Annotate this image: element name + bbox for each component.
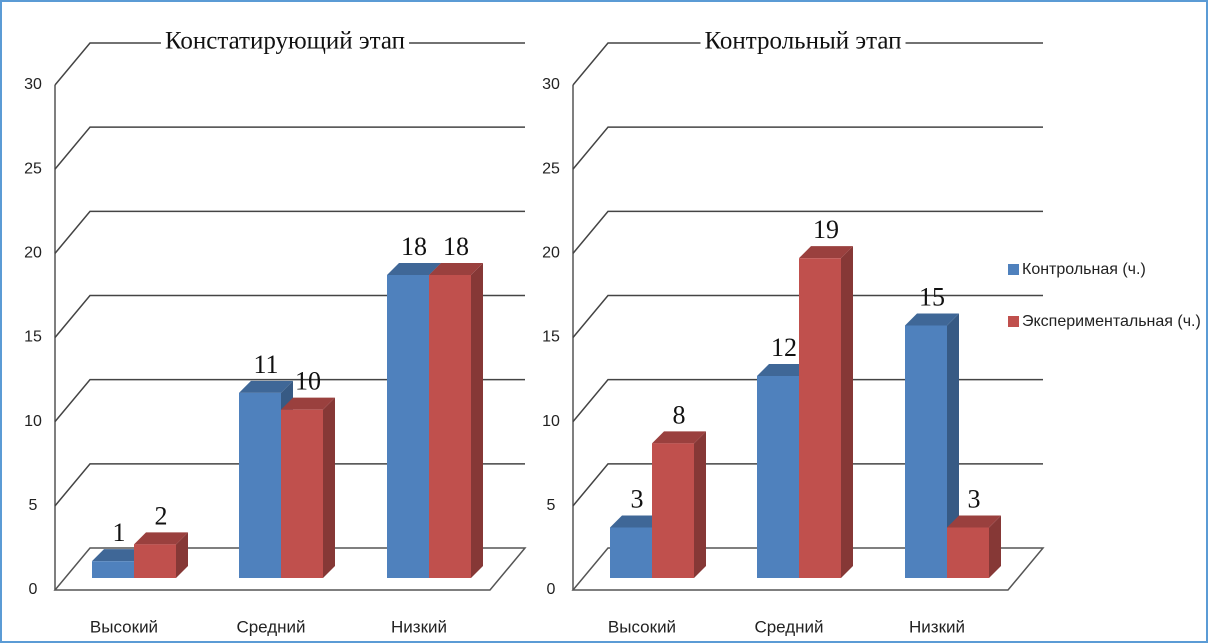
legend-label: Контрольная (ч.)	[1022, 261, 1146, 278]
bar	[652, 443, 694, 578]
bar-top	[947, 515, 1001, 528]
x-tick-label: Низкий	[391, 617, 447, 636]
data-label: 12	[771, 333, 797, 362]
title-bg	[160, 27, 410, 55]
bar-top	[429, 263, 483, 275]
y-tick-label: 0	[29, 581, 38, 598]
legend-swatch	[1008, 316, 1019, 327]
y-tick-label: 15	[24, 329, 42, 346]
bar-top	[757, 364, 811, 376]
y-tick-label: 10	[24, 413, 42, 430]
bar-top	[610, 515, 664, 528]
bar	[239, 392, 281, 578]
data-label: 1	[113, 518, 126, 547]
chart-title: Контрольный этап	[705, 28, 902, 55]
y-tick-label: 15	[542, 329, 560, 346]
bar-side	[323, 397, 335, 578]
x-tick-label: Средний	[754, 617, 823, 636]
bar-side	[989, 515, 1001, 578]
y-tick-label: 30	[24, 76, 42, 93]
floor	[571, 547, 1045, 591]
y-tick-label: 25	[542, 160, 560, 177]
title-bg	[700, 27, 906, 55]
bar-top	[652, 431, 706, 444]
y-tick-label: 30	[542, 76, 560, 93]
bar	[134, 544, 176, 578]
bar-side	[694, 431, 706, 578]
bar	[281, 409, 323, 578]
bar	[387, 275, 429, 578]
x-tick-label: Средний	[236, 617, 305, 636]
data-label: 2	[155, 501, 168, 530]
y-tick-label: 5	[547, 497, 556, 514]
bar-side	[471, 263, 483, 578]
y-tick-label: 25	[24, 160, 42, 177]
y-tick-label: 20	[542, 245, 560, 262]
grid-line	[54, 210, 525, 254]
bar	[799, 258, 841, 578]
legend-label: Экспериментальная (ч.)	[1022, 313, 1201, 330]
data-label: 18	[443, 232, 469, 261]
grid-line	[572, 378, 1043, 423]
y-tick-label: 10	[542, 413, 560, 430]
data-label: 8	[673, 400, 686, 429]
x-tick-label: Высокий	[608, 617, 676, 636]
grid-line	[54, 294, 525, 338]
bar	[429, 275, 471, 578]
grid-line	[572, 294, 1043, 338]
bar	[905, 325, 947, 578]
data-label: 3	[631, 484, 644, 513]
y-tick-label: 5	[29, 497, 38, 514]
data-label: 10	[295, 367, 321, 396]
data-label: 11	[253, 350, 278, 379]
data-label: 19	[813, 215, 839, 244]
y-tick-label: 0	[547, 581, 556, 598]
data-label: 3	[968, 484, 981, 513]
y-tick-label: 20	[24, 245, 42, 262]
grid-line	[572, 210, 1043, 254]
bar-top	[239, 380, 293, 393]
bar-side	[947, 313, 959, 578]
data-label: 18	[401, 232, 427, 261]
bar	[92, 561, 134, 578]
bar	[757, 376, 799, 578]
grid-line	[572, 463, 1043, 507]
bar	[610, 527, 652, 578]
floor	[53, 547, 527, 591]
bar-top	[905, 313, 959, 326]
grid-line	[572, 126, 1043, 170]
bar-top	[134, 532, 188, 545]
x-tick-label: Высокий	[90, 617, 158, 636]
grid-line	[54, 463, 525, 507]
chart-title: Констатирующий этап	[165, 28, 405, 55]
bar-top	[281, 397, 335, 410]
bar	[947, 527, 989, 578]
data-label: 15	[919, 282, 945, 311]
x-tick-label: Низкий	[909, 617, 965, 636]
bar-side	[841, 246, 853, 578]
legend-swatch	[1008, 264, 1019, 275]
bar-top	[387, 263, 441, 275]
bar-side	[176, 532, 188, 578]
bar-top	[92, 549, 146, 562]
bar-top	[799, 246, 853, 259]
grid-line	[54, 378, 525, 423]
grid-line	[54, 126, 525, 170]
